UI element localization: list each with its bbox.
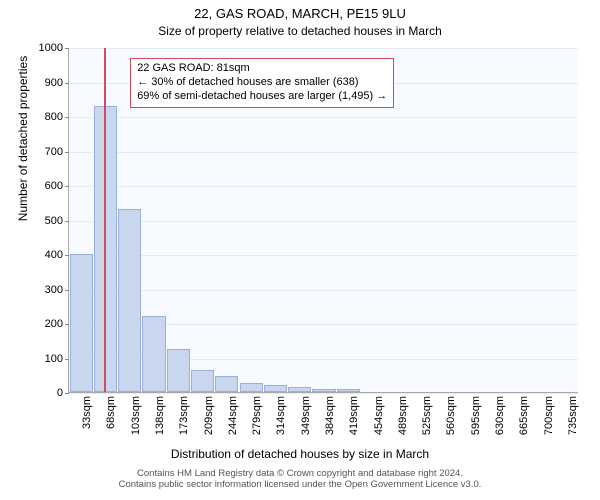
y-tick-label: 700 [45, 146, 63, 158]
histogram-bar [240, 383, 263, 392]
grid-line [69, 186, 578, 187]
x-tick-label: 700sqm [543, 396, 555, 435]
x-tick-label: 279sqm [251, 396, 263, 435]
grid-line [69, 290, 578, 291]
y-tick-label: 0 [57, 387, 63, 399]
x-tick-label: 525sqm [421, 396, 433, 435]
y-tick-mark [65, 186, 69, 187]
grid-line [69, 221, 578, 222]
footer-line-2: Contains public sector information licen… [0, 479, 600, 490]
x-tick-label: 209sqm [203, 396, 215, 435]
x-tick-label: 138sqm [154, 396, 166, 435]
y-tick-mark [65, 393, 69, 394]
histogram-bar [167, 349, 190, 392]
annotation-line-2: ← 30% of detached houses are smaller (63… [137, 76, 387, 90]
y-tick-label: 400 [45, 249, 63, 261]
x-tick-label: 384sqm [324, 396, 336, 435]
grid-line [69, 117, 578, 118]
x-axis-label: Distribution of detached houses by size … [0, 447, 600, 461]
annotation-box: 22 GAS ROAD: 81sqm ← 30% of detached hou… [130, 58, 394, 107]
x-tick-label: 173sqm [178, 396, 190, 435]
x-tick-label: 244sqm [227, 396, 239, 435]
histogram-bar [118, 209, 141, 392]
y-tick-label: 500 [45, 215, 63, 227]
y-tick-label: 800 [45, 111, 63, 123]
x-tick-label: 68sqm [105, 396, 117, 429]
x-tick-label: 489sqm [397, 396, 409, 435]
y-tick-mark [65, 117, 69, 118]
histogram-bar [191, 370, 214, 392]
histogram-bar [312, 389, 335, 392]
y-tick-mark [65, 221, 69, 222]
annotation-line-3: 69% of semi-detached houses are larger (… [137, 90, 387, 104]
histogram-bar [288, 387, 311, 392]
x-tick-label: 630sqm [494, 396, 506, 435]
histogram-bar [264, 385, 287, 392]
highlight-marker-line [104, 48, 106, 392]
y-tick-mark [65, 324, 69, 325]
x-tick-label: 419sqm [348, 396, 360, 435]
y-tick-label: 100 [45, 353, 63, 365]
y-tick-mark [65, 48, 69, 49]
y-tick-label: 900 [45, 77, 63, 89]
grid-line [69, 255, 578, 256]
page-title-address: 22, GAS ROAD, MARCH, PE15 9LU [0, 6, 600, 21]
x-tick-label: 33sqm [81, 396, 93, 429]
histogram-bar [70, 254, 93, 392]
footer-attribution: Contains HM Land Registry data © Crown c… [0, 468, 600, 490]
footer-line-1: Contains HM Land Registry data © Crown c… [0, 468, 600, 479]
grid-line [69, 48, 578, 49]
chart-plot-area: 0100200300400500600700800900100033sqm68s… [68, 48, 578, 393]
x-tick-label: 735sqm [567, 396, 579, 435]
annotation-line-1: 22 GAS ROAD: 81sqm [137, 62, 387, 76]
y-tick-label: 1000 [39, 42, 63, 54]
x-tick-label: 560sqm [445, 396, 457, 435]
x-tick-label: 314sqm [275, 396, 287, 435]
x-tick-label: 454sqm [373, 396, 385, 435]
page-subtitle: Size of property relative to detached ho… [0, 24, 600, 38]
grid-line [69, 393, 578, 394]
y-tick-mark [65, 290, 69, 291]
y-tick-mark [65, 152, 69, 153]
histogram-bar [142, 316, 165, 392]
x-tick-label: 349sqm [300, 396, 312, 435]
y-tick-label: 600 [45, 180, 63, 192]
y-tick-mark [65, 359, 69, 360]
y-tick-mark [65, 83, 69, 84]
y-tick-label: 200 [45, 318, 63, 330]
x-tick-label: 665sqm [518, 396, 530, 435]
histogram-bar [215, 376, 238, 392]
x-tick-label: 595sqm [470, 396, 482, 435]
histogram-bar [337, 389, 360, 392]
y-axis-label: Number of detached properties [16, 0, 30, 311]
y-tick-mark [65, 255, 69, 256]
y-tick-label: 300 [45, 284, 63, 296]
x-tick-label: 103sqm [130, 396, 142, 435]
grid-line [69, 152, 578, 153]
